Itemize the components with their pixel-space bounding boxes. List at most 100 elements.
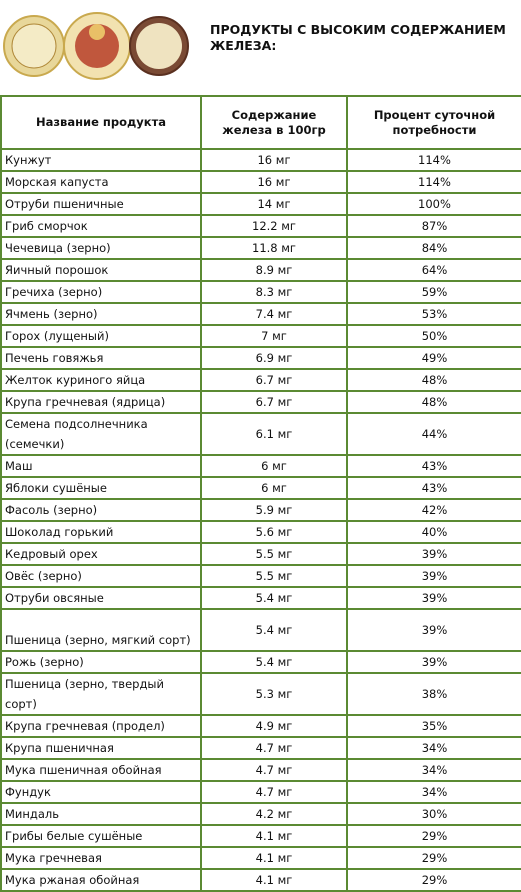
iron-content: 4.7 мг (200, 758, 348, 782)
iron-content: 4.2 мг (200, 802, 348, 826)
row: Крупа пшеничная 4.7 мг 34% (0, 736, 521, 760)
daily-percent: 35% (346, 714, 521, 738)
product-name: Грибы белые сушёные (0, 824, 202, 848)
iron-content: 6.7 мг (200, 390, 348, 414)
product-name: Семена подсолнечника (семечки) (0, 412, 202, 456)
iron-content: 4.1 мг (200, 846, 348, 870)
product-name: Отруби пшеничные (0, 192, 202, 216)
product-name: Шоколад горький (0, 520, 202, 544)
daily-percent: 44% (346, 412, 521, 456)
daily-percent: 29% (346, 846, 521, 870)
row: Крупа гречневая (ядрица) 6.7 мг 48% (0, 390, 521, 414)
product-name: Мука ржаная обойная (0, 868, 202, 892)
row: Гриб сморчок 12.2 мг 87% (0, 214, 521, 238)
iron-content: 7 мг (200, 324, 348, 348)
iron-content: 5.4 мг (200, 650, 348, 674)
product-name: Гречиха (зерно) (0, 280, 202, 304)
row: Пшеница (зерно, твердый сорт) 5.3 мг 38% (0, 672, 521, 716)
product-name: Пшеница (зерно, твердый сорт) (0, 672, 202, 716)
product-name: Печень говяжья (0, 346, 202, 370)
iron-content: 5.4 мг (200, 586, 348, 610)
logo-inner (136, 23, 182, 69)
product-name: Желток куриного яйца (0, 368, 202, 392)
daily-percent: 29% (346, 824, 521, 848)
column-header: Название продукта (0, 95, 202, 150)
iron-content: 4.1 мг (200, 868, 348, 892)
row: Семена подсолнечника (семечки) 6.1 мг 44% (0, 412, 521, 456)
header-row: Название продукта Содержание железа в 100… (0, 95, 521, 150)
product-name: Маш (0, 454, 202, 478)
iron-content: 7.4 мг (200, 302, 348, 326)
daily-percent: 49% (346, 346, 521, 370)
daily-percent: 84% (346, 236, 521, 260)
row: Пшеница (зерно, мягкий сорт) 5.4 мг 39% (0, 608, 521, 652)
daily-percent: 42% (346, 498, 521, 522)
product-name: Чечевица (зерно) (0, 236, 202, 260)
iron-content: 4.1 мг (200, 824, 348, 848)
logo-icon (89, 24, 105, 40)
product-name: Отруби овсяные (0, 586, 202, 610)
iron-content: 16 мг (200, 148, 348, 172)
iron-content: 6.7 мг (200, 368, 348, 392)
row: Мука ржаная обойная 4.1 мг 29% (0, 868, 521, 892)
row: Кунжут 16 мг 114% (0, 148, 521, 172)
product-name: Ячмень (зерно) (0, 302, 202, 326)
row: Мука гречневая 4.1 мг 29% (0, 846, 521, 870)
iron-content: 8.9 мг (200, 258, 348, 282)
row: Желток куриного яйца 6.7 мг 48% (0, 368, 521, 392)
product-name: Яичный порошок (0, 258, 202, 282)
product-name: Крупа гречневая (продел) (0, 714, 202, 738)
daily-percent: 39% (346, 650, 521, 674)
daily-percent: 50% (346, 324, 521, 348)
column-header: Содержание железа в 100гр (200, 95, 348, 150)
iron-content: 5.3 мг (200, 672, 348, 716)
daily-percent: 39% (346, 542, 521, 566)
iron-table: Название продукта Содержание железа в 100… (0, 95, 521, 892)
iron-content: 5.5 мг (200, 542, 348, 566)
product-name: Гриб сморчок (0, 214, 202, 238)
iron-content: 5.5 мг (200, 564, 348, 588)
daily-percent: 34% (346, 758, 521, 782)
iron-content: 8.3 мг (200, 280, 348, 304)
iron-content: 5.6 мг (200, 520, 348, 544)
title: ПРОДУКТЫ С ВЫСОКИМ СОДЕРЖАНИЕМ ЖЕЛЕЗА: (210, 22, 506, 53)
row: Отруби овсяные 5.4 мг 39% (0, 586, 521, 610)
row: Миндаль 4.2 мг 30% (0, 802, 521, 826)
row: Мука пшеничная обойная 4.7 мг 34% (0, 758, 521, 782)
row: Яблоки сушёные 6 мг 43% (0, 476, 521, 500)
iron-content: 6 мг (200, 476, 348, 500)
row: Грибы белые сушёные 4.1 мг 29% (0, 824, 521, 848)
product-name: Миндаль (0, 802, 202, 826)
row: Чечевица (зерно) 11.8 мг 84% (0, 236, 521, 260)
row: Фасоль (зерно) 5.9 мг 42% (0, 498, 521, 522)
row: Отруби пшеничные 14 мг 100% (0, 192, 521, 216)
daily-percent: 38% (346, 672, 521, 716)
product-name: Рожь (зерно) (0, 650, 202, 674)
row: Кедровый орех 5.5 мг 39% (0, 542, 521, 566)
row: Яичный порошок 8.9 мг 64% (0, 258, 521, 282)
daily-percent: 59% (346, 280, 521, 304)
iron-content: 4.7 мг (200, 736, 348, 760)
logos (3, 12, 189, 80)
daily-percent: 39% (346, 586, 521, 610)
iron-content: 4.7 мг (200, 780, 348, 804)
product-name: Овёс (зерно) (0, 564, 202, 588)
product-name: Кедровый орех (0, 542, 202, 566)
iron-content: 6.9 мг (200, 346, 348, 370)
product-name: Мука гречневая (0, 846, 202, 870)
iron-content: 6.1 мг (200, 412, 348, 456)
product-name: Фундук (0, 780, 202, 804)
daily-percent: 114% (346, 148, 521, 172)
daily-percent: 30% (346, 802, 521, 826)
product-name: Морская капуста (0, 170, 202, 194)
iron-content: 16 мг (200, 170, 348, 194)
daily-percent: 53% (346, 302, 521, 326)
iron-content: 12.2 мг (200, 214, 348, 238)
daily-percent: 114% (346, 170, 521, 194)
product-name: Яблоки сушёные (0, 476, 202, 500)
daily-percent: 39% (346, 608, 521, 652)
row: Гречиха (зерно) 8.3 мг 59% (0, 280, 521, 304)
iron-content: 6 мг (200, 454, 348, 478)
row: Маш 6 мг 43% (0, 454, 521, 478)
